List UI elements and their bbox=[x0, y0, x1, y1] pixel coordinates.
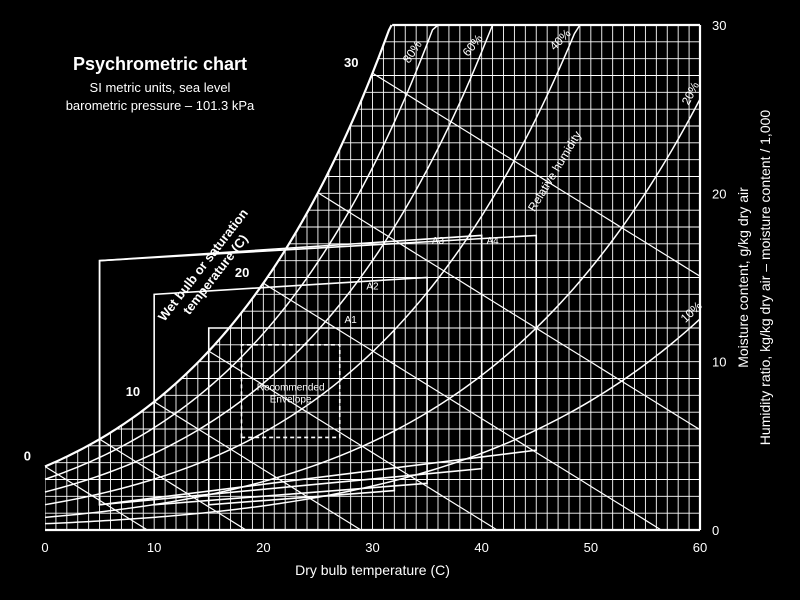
y-tick-0: 0 bbox=[712, 523, 719, 538]
rh-curve-60 bbox=[45, 25, 493, 492]
x-tick-60: 60 bbox=[693, 540, 707, 555]
psychrometric-chart: A1 A2 A3 A4 RecommendedEnvelope 0 10 20 30 40 50 60… bbox=[0, 0, 800, 600]
rh-curve-40 bbox=[45, 25, 580, 505]
x-tick-40: 40 bbox=[474, 540, 488, 555]
x-tick-50: 50 bbox=[584, 540, 598, 555]
rh-axis-label: Relative humidity bbox=[525, 128, 584, 213]
sat-tick-30: 30 bbox=[344, 55, 358, 70]
chart-subtitle-2: barometric pressure – 101.3 kPa bbox=[66, 98, 255, 113]
x-tick-20: 20 bbox=[256, 540, 270, 555]
rh-label-40: 40% bbox=[547, 26, 574, 53]
y-tick-30: 30 bbox=[712, 18, 726, 33]
wetbulb-line-10 bbox=[154, 402, 361, 530]
x-axis-label: Dry bulb temperature (C) bbox=[295, 562, 450, 578]
chart-title: Psychrometric chart bbox=[73, 54, 247, 74]
sat-tick-10: 10 bbox=[126, 384, 140, 399]
x-tick-10: 10 bbox=[147, 540, 161, 555]
y-axis-label-1: Moisture content, g/kg dry air bbox=[735, 187, 751, 368]
zone-a2-label: A2 bbox=[366, 281, 379, 292]
zone-a1-label: A1 bbox=[345, 315, 358, 326]
x-tick-0: 0 bbox=[41, 540, 48, 555]
chart-subtitle-1: SI metric units, sea level bbox=[90, 80, 231, 95]
zone-recommended-label: RecommendedEnvelope bbox=[257, 382, 325, 405]
sat-tick-0: 0 bbox=[24, 448, 31, 463]
y-tick-20: 20 bbox=[712, 186, 726, 201]
zone-a1 bbox=[209, 328, 395, 505]
x-tick-30: 30 bbox=[365, 540, 379, 555]
y-tick-10: 10 bbox=[712, 355, 726, 370]
zone-a4-label: A4 bbox=[486, 236, 499, 247]
zone-a3-label: A3 bbox=[432, 236, 445, 247]
y-axis-label-2: Humidity ratio, kg/kg dry air – moisture… bbox=[757, 110, 773, 446]
sat-tick-20: 20 bbox=[235, 265, 249, 280]
